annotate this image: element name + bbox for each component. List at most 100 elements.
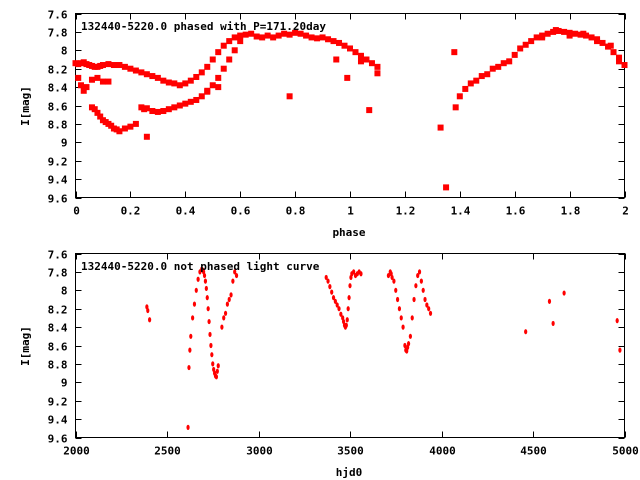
data-point — [165, 106, 172, 113]
data-point — [205, 295, 209, 301]
data-point — [421, 287, 425, 293]
data-point — [143, 133, 150, 140]
data-point — [341, 42, 348, 49]
data-point — [171, 104, 178, 111]
data-point — [99, 78, 106, 85]
data-point — [495, 63, 502, 70]
data-point — [160, 108, 167, 115]
data-point — [368, 60, 375, 67]
data-point — [204, 63, 211, 70]
x-tick-labels: 0 0.2 0.4 0.6 0.8 1 1.2 1.4 1.6 1.8 2 — [73, 205, 629, 218]
data-point — [203, 278, 208, 284]
data-point — [286, 31, 293, 38]
y-tick-label: 7.8 — [48, 267, 68, 280]
data-point — [610, 49, 617, 56]
y-axis-label: I[mag] — [19, 86, 32, 126]
x-tick-label: 1.6 — [506, 205, 526, 218]
data-point — [110, 62, 117, 69]
data-point — [207, 318, 211, 325]
data-point — [562, 290, 566, 296]
y-tick-label: 9.2 — [48, 396, 68, 409]
data-point — [116, 62, 123, 69]
data-point — [188, 347, 192, 353]
data-point — [580, 30, 587, 37]
x-tick-labels: 2000 2500 3000 3500 4000 4500 5000 — [63, 445, 639, 458]
data-point — [328, 284, 332, 290]
data-point — [193, 96, 200, 103]
data-point — [149, 73, 156, 80]
y-tick-label: 8.8 — [48, 359, 68, 372]
tick-marks — [75, 13, 626, 199]
data-point — [231, 47, 238, 54]
data-point — [456, 93, 463, 100]
data-point — [363, 56, 370, 63]
data-point — [105, 61, 112, 68]
data-point — [566, 32, 573, 39]
data-point — [88, 76, 95, 83]
x-axis-label: phase — [332, 226, 365, 239]
data-point — [374, 63, 381, 70]
y-tick-label: 8.2 — [48, 304, 68, 317]
x-tick-label: 0.2 — [121, 205, 141, 218]
data-point — [352, 49, 359, 56]
y-tick-labels: 7.6 7.8 8 8.2 8.4 8.6 8.8 9 9.2 9.4 9.6 — [48, 9, 68, 206]
y-tick-label: 8.4 — [48, 322, 68, 335]
x-tick-label: 2 — [622, 205, 629, 218]
data-point — [408, 333, 412, 339]
data-point — [215, 84, 222, 91]
x-tick-label: 3500 — [337, 445, 364, 458]
data-point — [406, 341, 411, 347]
data-point — [386, 272, 391, 279]
data-point — [572, 30, 579, 37]
data-point — [209, 342, 213, 349]
data-point — [588, 34, 595, 41]
data-point — [97, 113, 104, 120]
data-point — [121, 63, 128, 70]
data-point — [206, 306, 210, 312]
data-point — [191, 315, 195, 321]
data-point — [399, 315, 403, 321]
data-point — [607, 42, 614, 49]
data-point — [286, 93, 293, 100]
data-point — [94, 109, 101, 116]
data-point — [333, 298, 337, 304]
data-point — [182, 100, 189, 107]
plot-frame — [75, 253, 625, 438]
data-point — [528, 38, 535, 45]
chart-title: 132440-5220.0 phased with P=171.20day — [81, 20, 326, 33]
data-point — [437, 124, 444, 131]
data-point — [248, 30, 255, 37]
data-point — [154, 74, 161, 81]
y-tick-label: 7.6 — [48, 9, 68, 22]
data-point — [297, 30, 304, 37]
data-point — [417, 269, 422, 275]
phased-light-curve-panel: 7.6 7.8 8 8.2 8.4 8.6 8.8 9 9.2 9.4 9.6 0 0.2 0.4 0.6… — [19, 9, 629, 240]
data-point — [524, 329, 528, 335]
y-tick-label: 9.4 — [48, 174, 68, 187]
data-point — [452, 104, 459, 111]
data-point — [99, 62, 106, 69]
y-tick-label: 9.6 — [48, 193, 68, 206]
data-point — [330, 289, 334, 295]
data-point — [220, 65, 227, 72]
data-point — [319, 34, 326, 41]
data-point — [198, 93, 205, 100]
data-point — [215, 49, 222, 56]
data-point — [214, 374, 219, 380]
data-point — [330, 38, 337, 45]
data-point — [160, 77, 167, 84]
y-axis-label: I[mag] — [19, 326, 32, 366]
data-point — [473, 77, 480, 84]
data-point — [500, 60, 507, 67]
x-tick-label: 0.6 — [231, 205, 251, 218]
data-point — [506, 58, 513, 65]
x-tick-label: 1.4 — [451, 205, 471, 218]
data-point — [425, 302, 429, 308]
data-point — [621, 62, 628, 69]
x-tick-label: 5000 — [612, 445, 639, 458]
data-point — [337, 306, 341, 312]
y-tick-label: 8.6 — [48, 101, 68, 114]
data-point — [211, 361, 215, 367]
x-axis-label: hjd0 — [336, 466, 363, 479]
data-point — [423, 296, 427, 303]
